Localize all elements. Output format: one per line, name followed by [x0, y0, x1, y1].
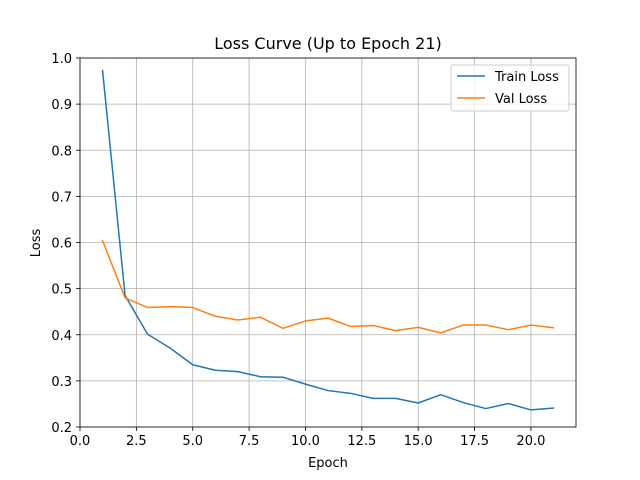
x-tick-label: 7.5 — [239, 434, 260, 449]
y-tick-label: 0.4 — [51, 329, 72, 344]
x-tick-label: 12.5 — [347, 434, 376, 449]
x-axis-ticks: 0.0 2.5 5.0 7.5 10.0 12.5 15.0 17.5 20.0 — [70, 427, 545, 449]
series-line-train-loss — [101, 69, 555, 411]
x-tick-label: 10.0 — [291, 434, 320, 449]
legend: Train Loss Val Loss — [450, 64, 570, 112]
grid-lines — [79, 57, 576, 428]
series-line-val-loss — [101, 239, 555, 334]
y-axis-label: Loss — [29, 229, 44, 258]
y-tick-label: 0.6 — [51, 237, 72, 252]
x-tick-label: 0.0 — [70, 434, 91, 449]
legend-label-train-loss: Train Loss — [494, 70, 559, 85]
legend-label-val-loss: Val Loss — [495, 92, 547, 107]
x-tick-label: 20.0 — [516, 434, 545, 449]
y-tick-label: 0.8 — [51, 144, 72, 159]
chart-title: Loss Curve (Up to Epoch 21) — [214, 34, 442, 53]
y-tick-label: 0.9 — [51, 98, 72, 113]
y-tick-label: 0.7 — [51, 190, 72, 205]
x-tick-label: 15.0 — [404, 434, 433, 449]
y-tick-label: 0.3 — [51, 375, 72, 390]
y-tick-label: 0.2 — [51, 421, 72, 436]
x-tick-label: 5.0 — [182, 434, 203, 449]
y-tick-label: 1.0 — [51, 52, 72, 67]
y-axis-ticks: 0.2 0.3 0.4 0.5 0.6 0.7 0.8 0.9 1.0 — [51, 52, 80, 436]
x-tick-label: 17.5 — [460, 434, 489, 449]
x-axis-label: Epoch — [308, 456, 348, 471]
series-lines — [101, 69, 555, 411]
y-tick-label: 0.5 — [51, 283, 72, 298]
x-tick-label: 2.5 — [126, 434, 147, 449]
